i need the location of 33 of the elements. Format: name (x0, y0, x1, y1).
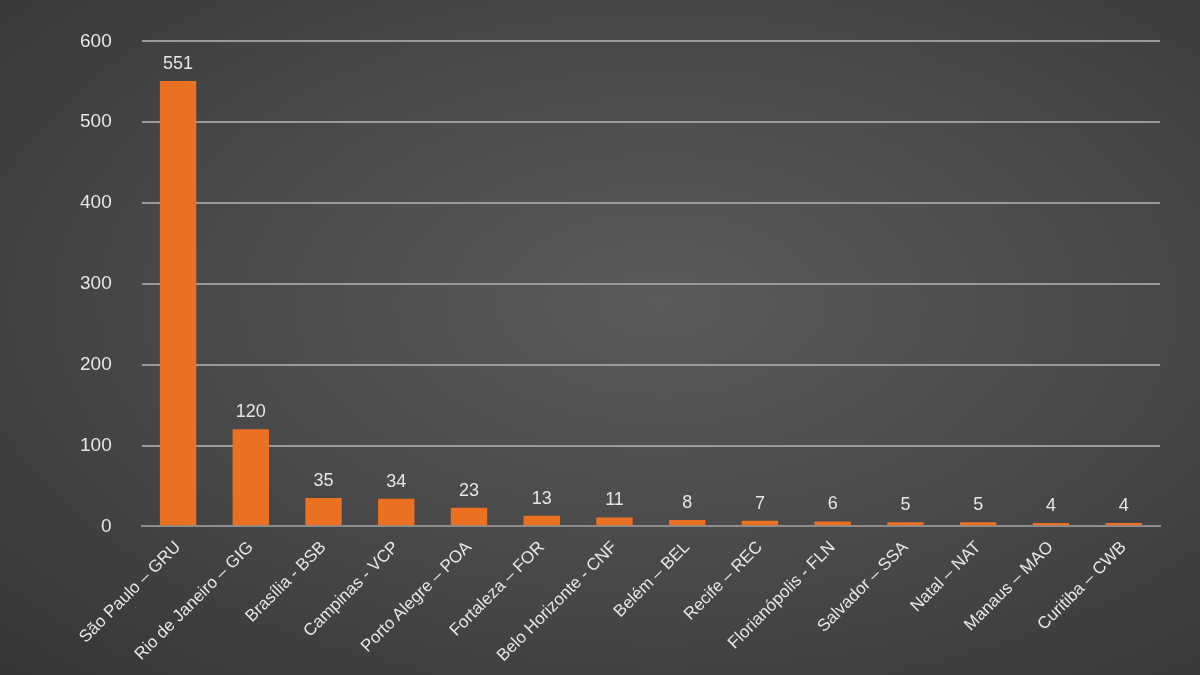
bar (232, 429, 269, 526)
data-label: 6 (827, 493, 838, 514)
data-label: 23 (459, 479, 480, 500)
bar (159, 81, 197, 526)
y-tick-label: 300 (80, 272, 112, 294)
data-label: 34 (386, 470, 407, 491)
data-label: 551 (163, 52, 194, 73)
bar (669, 519, 706, 526)
bar (523, 515, 560, 526)
bar (305, 498, 342, 526)
y-tick-label: 0 (101, 514, 112, 536)
bar (887, 522, 924, 526)
bar (959, 522, 997, 526)
bar (596, 517, 633, 526)
y-tick-label: 500 (80, 110, 112, 132)
data-label: 4 (1045, 495, 1056, 516)
bar (1105, 523, 1142, 526)
y-tick-label: 200 (80, 352, 112, 374)
data-label: 5 (900, 494, 911, 515)
bar (378, 498, 415, 526)
data-label: 4 (1118, 495, 1129, 516)
y-tick-label: 100 (80, 433, 112, 455)
data-label: 35 (313, 470, 334, 491)
bar (450, 507, 488, 526)
y-tick-label: 400 (80, 191, 112, 213)
data-label: 5 (973, 494, 984, 515)
data-label: 120 (235, 401, 266, 422)
data-label: 13 (531, 487, 552, 508)
bar (814, 521, 851, 526)
data-label: 11 (605, 489, 624, 510)
data-label: 8 (682, 491, 693, 512)
y-tick-label: 600 (80, 29, 112, 51)
data-label: 7 (754, 492, 765, 513)
